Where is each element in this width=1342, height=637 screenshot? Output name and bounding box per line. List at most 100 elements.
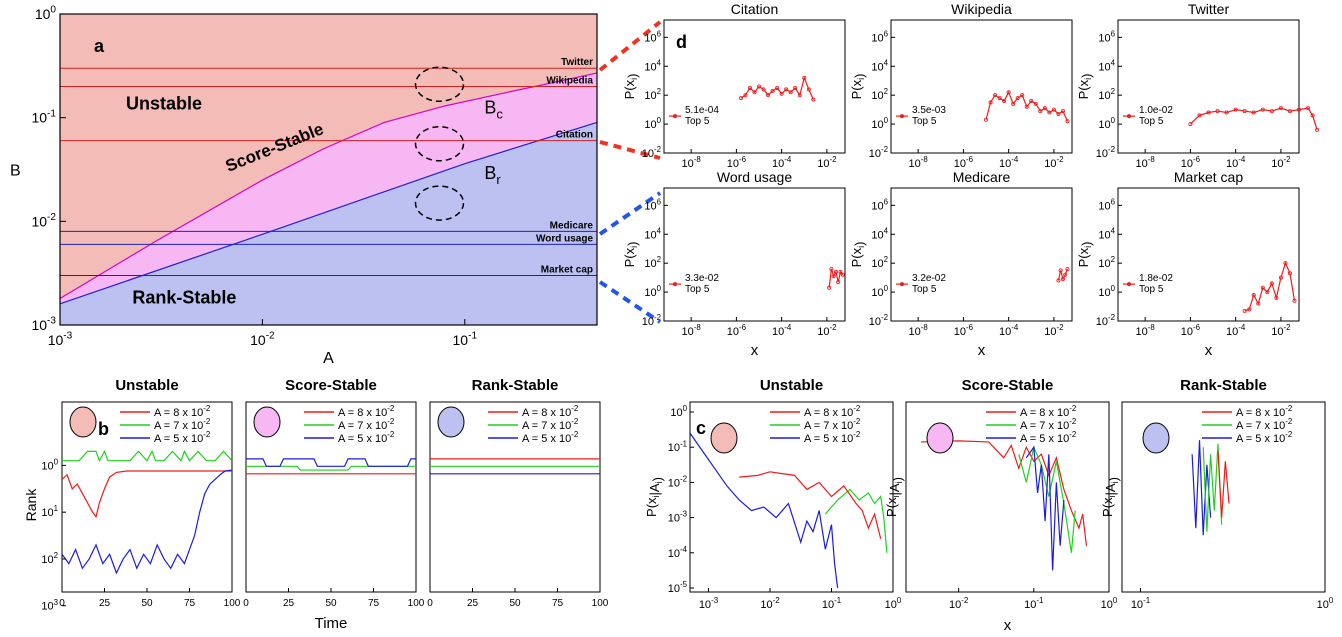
y-tick-label: 10-2: [642, 145, 661, 160]
y-tick-label-base: 10: [644, 119, 656, 131]
legend-entry: A = 5 x 10-2: [522, 430, 578, 445]
data-point: [784, 87, 789, 92]
y-axis-label-text: P(xi): [849, 242, 867, 268]
y-tick-label: 100: [871, 284, 888, 299]
subplot-frame: [890, 19, 1073, 154]
x-tick-label: 100: [1101, 596, 1118, 611]
data-point: [1002, 98, 1007, 103]
y-tick-label-exp: 6: [1111, 197, 1116, 206]
x-tick-label: 100: [885, 596, 902, 611]
x-tick-label: 10-3: [699, 596, 719, 611]
x-tick-label-base: 10: [999, 158, 1011, 170]
legend-entry: A = 7 x 10-2: [1236, 417, 1292, 432]
legend-entry-exp: -2: [1285, 404, 1292, 413]
y-tick-label-base: 10: [1098, 32, 1110, 44]
y-axis-label-text: P(xi): [622, 74, 640, 100]
data-point: [738, 96, 743, 101]
y-tick-label: 10-1: [31, 108, 56, 125]
y-axis-label: P(xi): [849, 242, 867, 268]
legend-entry-base: A = 7 x 10: [804, 420, 853, 432]
legend-entry-base: A = 5 x 10: [804, 433, 853, 445]
panel-letter-d: d: [676, 32, 687, 52]
data-point: [1060, 277, 1065, 282]
data-point: [1278, 106, 1283, 111]
y-tick-label-exp: 4: [657, 226, 662, 235]
y-tick-label-base: 10: [668, 548, 680, 560]
x-tick-label-exp: -3: [63, 331, 72, 342]
x-tick-label-base: 10: [772, 326, 784, 338]
x-axis-label: x: [751, 342, 759, 359]
x-tick-label-exp: -1: [834, 596, 842, 605]
x-tick-label-base: 10: [1044, 158, 1056, 170]
data-point: [988, 100, 993, 105]
data-point: [840, 272, 845, 277]
x-tick-label: 10-2: [250, 331, 275, 348]
curve-label-bc: Bc: [484, 97, 503, 121]
y-tick-label-exp: -2: [881, 313, 888, 322]
regime-oval: [1142, 422, 1170, 454]
data-point: [1215, 109, 1220, 114]
subplot-frame: [890, 187, 1073, 322]
y-axis-label-sub: i: [1083, 246, 1093, 248]
x-tick-label: 0: [243, 598, 249, 609]
y-tick-label: 100: [871, 116, 888, 131]
y-tick-label-exp: -5: [680, 580, 688, 589]
x-tick-label: 10-1: [1131, 596, 1151, 611]
y-tick-label: 10-2: [1096, 313, 1115, 328]
y-axis-label: B: [10, 163, 21, 180]
legend-entry-base: A = 5 x 10: [522, 433, 571, 445]
data-point: [1058, 268, 1063, 273]
y-tick-label-exp: 0: [54, 457, 59, 466]
legend-entry-exp: -2: [853, 404, 860, 413]
y-tick-label-base: 10: [644, 90, 656, 102]
rank-series: [246, 465, 416, 471]
y-tick-label: 100: [1098, 116, 1115, 131]
x-tick-label-exp: -4: [1238, 323, 1246, 332]
y-axis-label-text: P(xi|Ai): [1100, 477, 1121, 517]
y-axis-label-part: ): [1106, 477, 1121, 481]
panel-a: Twitter Wikipedia Citation Medicare Word usa…: [10, 5, 598, 367]
x-tick-label-base: 10: [909, 326, 921, 338]
y-tick-label-base: 10: [35, 6, 51, 22]
y-axis-label-part: |A: [1103, 483, 1118, 495]
top5-label: Top 5: [1139, 116, 1164, 127]
data-point: [836, 279, 841, 284]
x-tick-label: 10-6: [727, 323, 747, 338]
y-tick-label: 102: [41, 551, 58, 566]
x-tick-label-exp: -4: [784, 323, 792, 332]
y-tick-label-base: 10: [668, 442, 680, 454]
x-tick-label: 10-1: [822, 596, 842, 611]
legend-entry-exp: -2: [387, 417, 394, 426]
y-axis-label-part: P(x: [1100, 497, 1115, 517]
top5-label: Top 5: [685, 284, 710, 295]
data-point: [1006, 90, 1011, 95]
x-tick-label: 75: [184, 598, 196, 609]
y-axis-label: P(xi|Ai): [884, 477, 905, 517]
y-tick-label-base: 10: [1098, 287, 1110, 299]
data-point: [1063, 272, 1068, 277]
y-tick-label-base: 10: [644, 287, 656, 299]
x-tick-label: 10-2: [817, 323, 836, 338]
y-tick-label-exp: 6: [657, 29, 662, 38]
top5-marker-dot: [673, 114, 677, 119]
y-axis-label-part: P(x: [884, 497, 899, 517]
y-tick-label: 10-3: [31, 316, 56, 333]
x-tick-label: 10-2: [1271, 155, 1290, 170]
x-tick-label-base: 10: [817, 158, 829, 170]
data-point: [757, 84, 762, 89]
data-point: [1247, 307, 1252, 312]
x-tick-label-base: 10: [1024, 599, 1036, 611]
legend-entry-exp: -2: [387, 430, 394, 439]
y-tick-label-exp: -2: [1108, 145, 1115, 154]
x-tick-label: 10-4: [999, 155, 1019, 170]
x-tick-label: 10-2: [817, 155, 836, 170]
top5-marker-dot: [900, 114, 904, 119]
curve-label-br: Br: [484, 163, 501, 187]
legend-entry: A = 8 x 10-2: [1020, 404, 1076, 419]
y-tick-label-base: 10: [41, 460, 53, 472]
data-point: [1251, 292, 1256, 297]
series-line: [1189, 107, 1318, 131]
y-tick-label-exp: 2: [657, 87, 661, 96]
dashed-oval: [414, 185, 465, 221]
data-point: [743, 93, 748, 98]
